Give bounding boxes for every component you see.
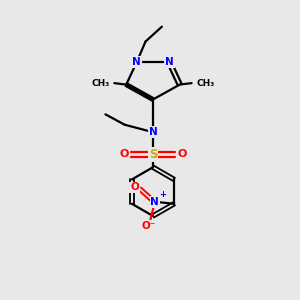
Text: O: O bbox=[130, 182, 139, 193]
Text: N: N bbox=[148, 127, 157, 137]
Text: N: N bbox=[132, 57, 141, 67]
Text: N: N bbox=[165, 57, 174, 67]
Text: O: O bbox=[177, 149, 187, 160]
Text: N: N bbox=[150, 197, 159, 207]
Text: O⁻: O⁻ bbox=[142, 221, 156, 231]
Text: S: S bbox=[149, 148, 157, 161]
Text: CH₃: CH₃ bbox=[91, 79, 109, 88]
Text: CH₃: CH₃ bbox=[197, 79, 215, 88]
Text: +: + bbox=[159, 190, 166, 199]
Text: O: O bbox=[119, 149, 129, 160]
